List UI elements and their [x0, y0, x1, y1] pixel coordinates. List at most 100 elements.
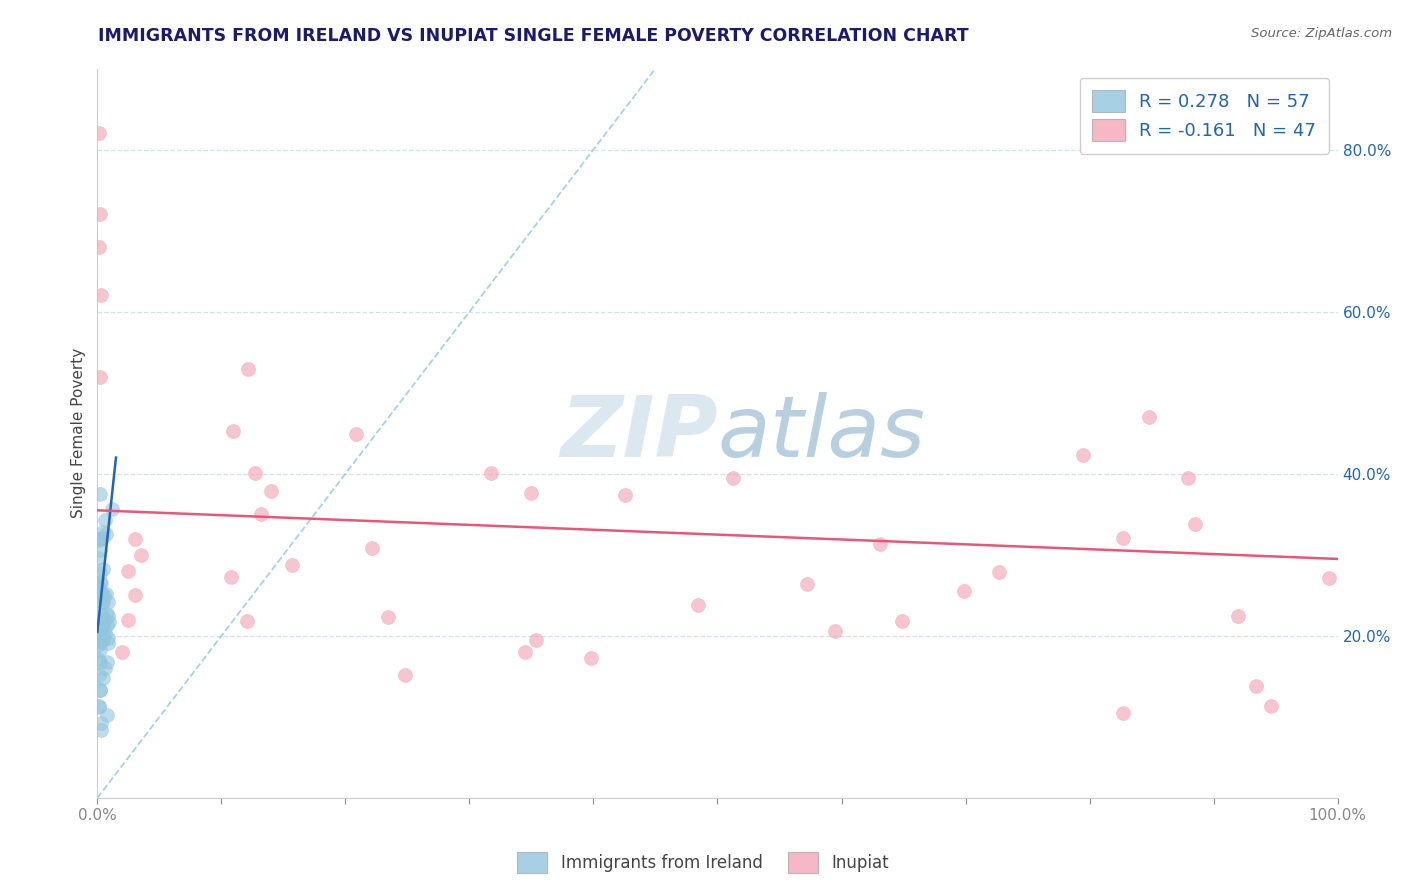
- Point: [91, 590, 114, 604]
- Point: [89, 628, 111, 642]
- Point: [89, 633, 111, 648]
- Point: [236, 362, 259, 376]
- Point: [90, 586, 112, 600]
- Point: [90, 607, 112, 622]
- Point: [87, 652, 110, 666]
- Point: [91, 617, 114, 632]
- Point: [1177, 470, 1199, 484]
- Point: [91, 524, 114, 539]
- Point: [124, 589, 146, 603]
- Legend: Immigrants from Ireland, Inupiat: Immigrants from Ireland, Inupiat: [510, 846, 896, 880]
- Point: [93, 588, 115, 602]
- Point: [117, 613, 139, 627]
- Point: [91, 627, 114, 641]
- Point: [796, 577, 818, 591]
- Point: [222, 424, 245, 438]
- Text: ZIP: ZIP: [560, 392, 717, 475]
- Point: [89, 698, 111, 713]
- Point: [111, 645, 134, 659]
- Point: [94, 586, 117, 600]
- Point: [1071, 448, 1094, 462]
- Point: [89, 207, 111, 221]
- Point: [89, 655, 111, 669]
- Point: [87, 127, 110, 141]
- Point: [360, 541, 382, 555]
- Point: [1112, 706, 1135, 720]
- Point: [1244, 679, 1267, 693]
- Point: [87, 240, 110, 254]
- Point: [87, 533, 110, 547]
- Point: [91, 562, 114, 576]
- Point: [90, 715, 112, 730]
- Point: [1184, 516, 1206, 531]
- Point: [90, 723, 112, 737]
- Point: [97, 615, 120, 629]
- Point: [688, 598, 710, 612]
- Point: [90, 288, 112, 302]
- Point: [97, 609, 120, 624]
- Legend: R = 0.278   N = 57, R = -0.161   N = 47: R = 0.278 N = 57, R = -0.161 N = 47: [1080, 78, 1329, 154]
- Point: [1317, 571, 1340, 585]
- Point: [87, 581, 110, 595]
- Point: [94, 625, 117, 640]
- Point: [96, 707, 118, 722]
- Point: [89, 633, 111, 648]
- Point: [988, 565, 1011, 579]
- Point: [1260, 698, 1282, 713]
- Point: [1226, 608, 1249, 623]
- Point: [89, 566, 111, 580]
- Point: [89, 683, 111, 698]
- Point: [87, 581, 110, 595]
- Point: [93, 613, 115, 627]
- Point: [89, 682, 111, 697]
- Point: [89, 542, 111, 557]
- Point: [87, 638, 110, 652]
- Y-axis label: Single Female Poverty: Single Female Poverty: [72, 348, 86, 518]
- Point: [91, 672, 114, 686]
- Point: [96, 655, 118, 669]
- Point: [90, 576, 112, 591]
- Point: [250, 507, 273, 521]
- Point: [89, 369, 111, 384]
- Point: [129, 548, 152, 562]
- Point: [89, 532, 111, 546]
- Point: [91, 595, 114, 609]
- Point: [245, 467, 267, 481]
- Point: [952, 583, 974, 598]
- Point: [87, 700, 110, 714]
- Point: [87, 587, 110, 601]
- Point: [87, 668, 110, 682]
- Point: [89, 643, 111, 657]
- Point: [1112, 531, 1135, 545]
- Point: [520, 485, 543, 500]
- Point: [869, 537, 891, 551]
- Text: IMMIGRANTS FROM IRELAND VS INUPIAT SINGLE FEMALE POVERTY CORRELATION CHART: IMMIGRANTS FROM IRELAND VS INUPIAT SINGL…: [98, 27, 969, 45]
- Point: [117, 564, 139, 578]
- Point: [260, 483, 283, 498]
- Point: [581, 651, 603, 665]
- Point: [890, 614, 912, 628]
- Point: [90, 595, 112, 609]
- Point: [97, 595, 120, 609]
- Point: [614, 488, 637, 502]
- Point: [89, 487, 111, 501]
- Text: atlas: atlas: [717, 392, 925, 475]
- Point: [723, 471, 745, 485]
- Point: [524, 632, 547, 647]
- Point: [97, 636, 120, 650]
- Point: [236, 614, 259, 628]
- Point: [89, 574, 111, 589]
- Point: [219, 570, 242, 584]
- Point: [479, 467, 502, 481]
- Point: [94, 513, 117, 527]
- Point: [97, 631, 120, 645]
- Point: [824, 624, 846, 638]
- Point: [281, 558, 304, 572]
- Point: [89, 622, 111, 636]
- Text: Source: ZipAtlas.com: Source: ZipAtlas.com: [1251, 27, 1392, 40]
- Point: [87, 551, 110, 566]
- Point: [91, 532, 114, 546]
- Point: [124, 532, 146, 546]
- Point: [96, 617, 118, 632]
- Point: [94, 661, 117, 675]
